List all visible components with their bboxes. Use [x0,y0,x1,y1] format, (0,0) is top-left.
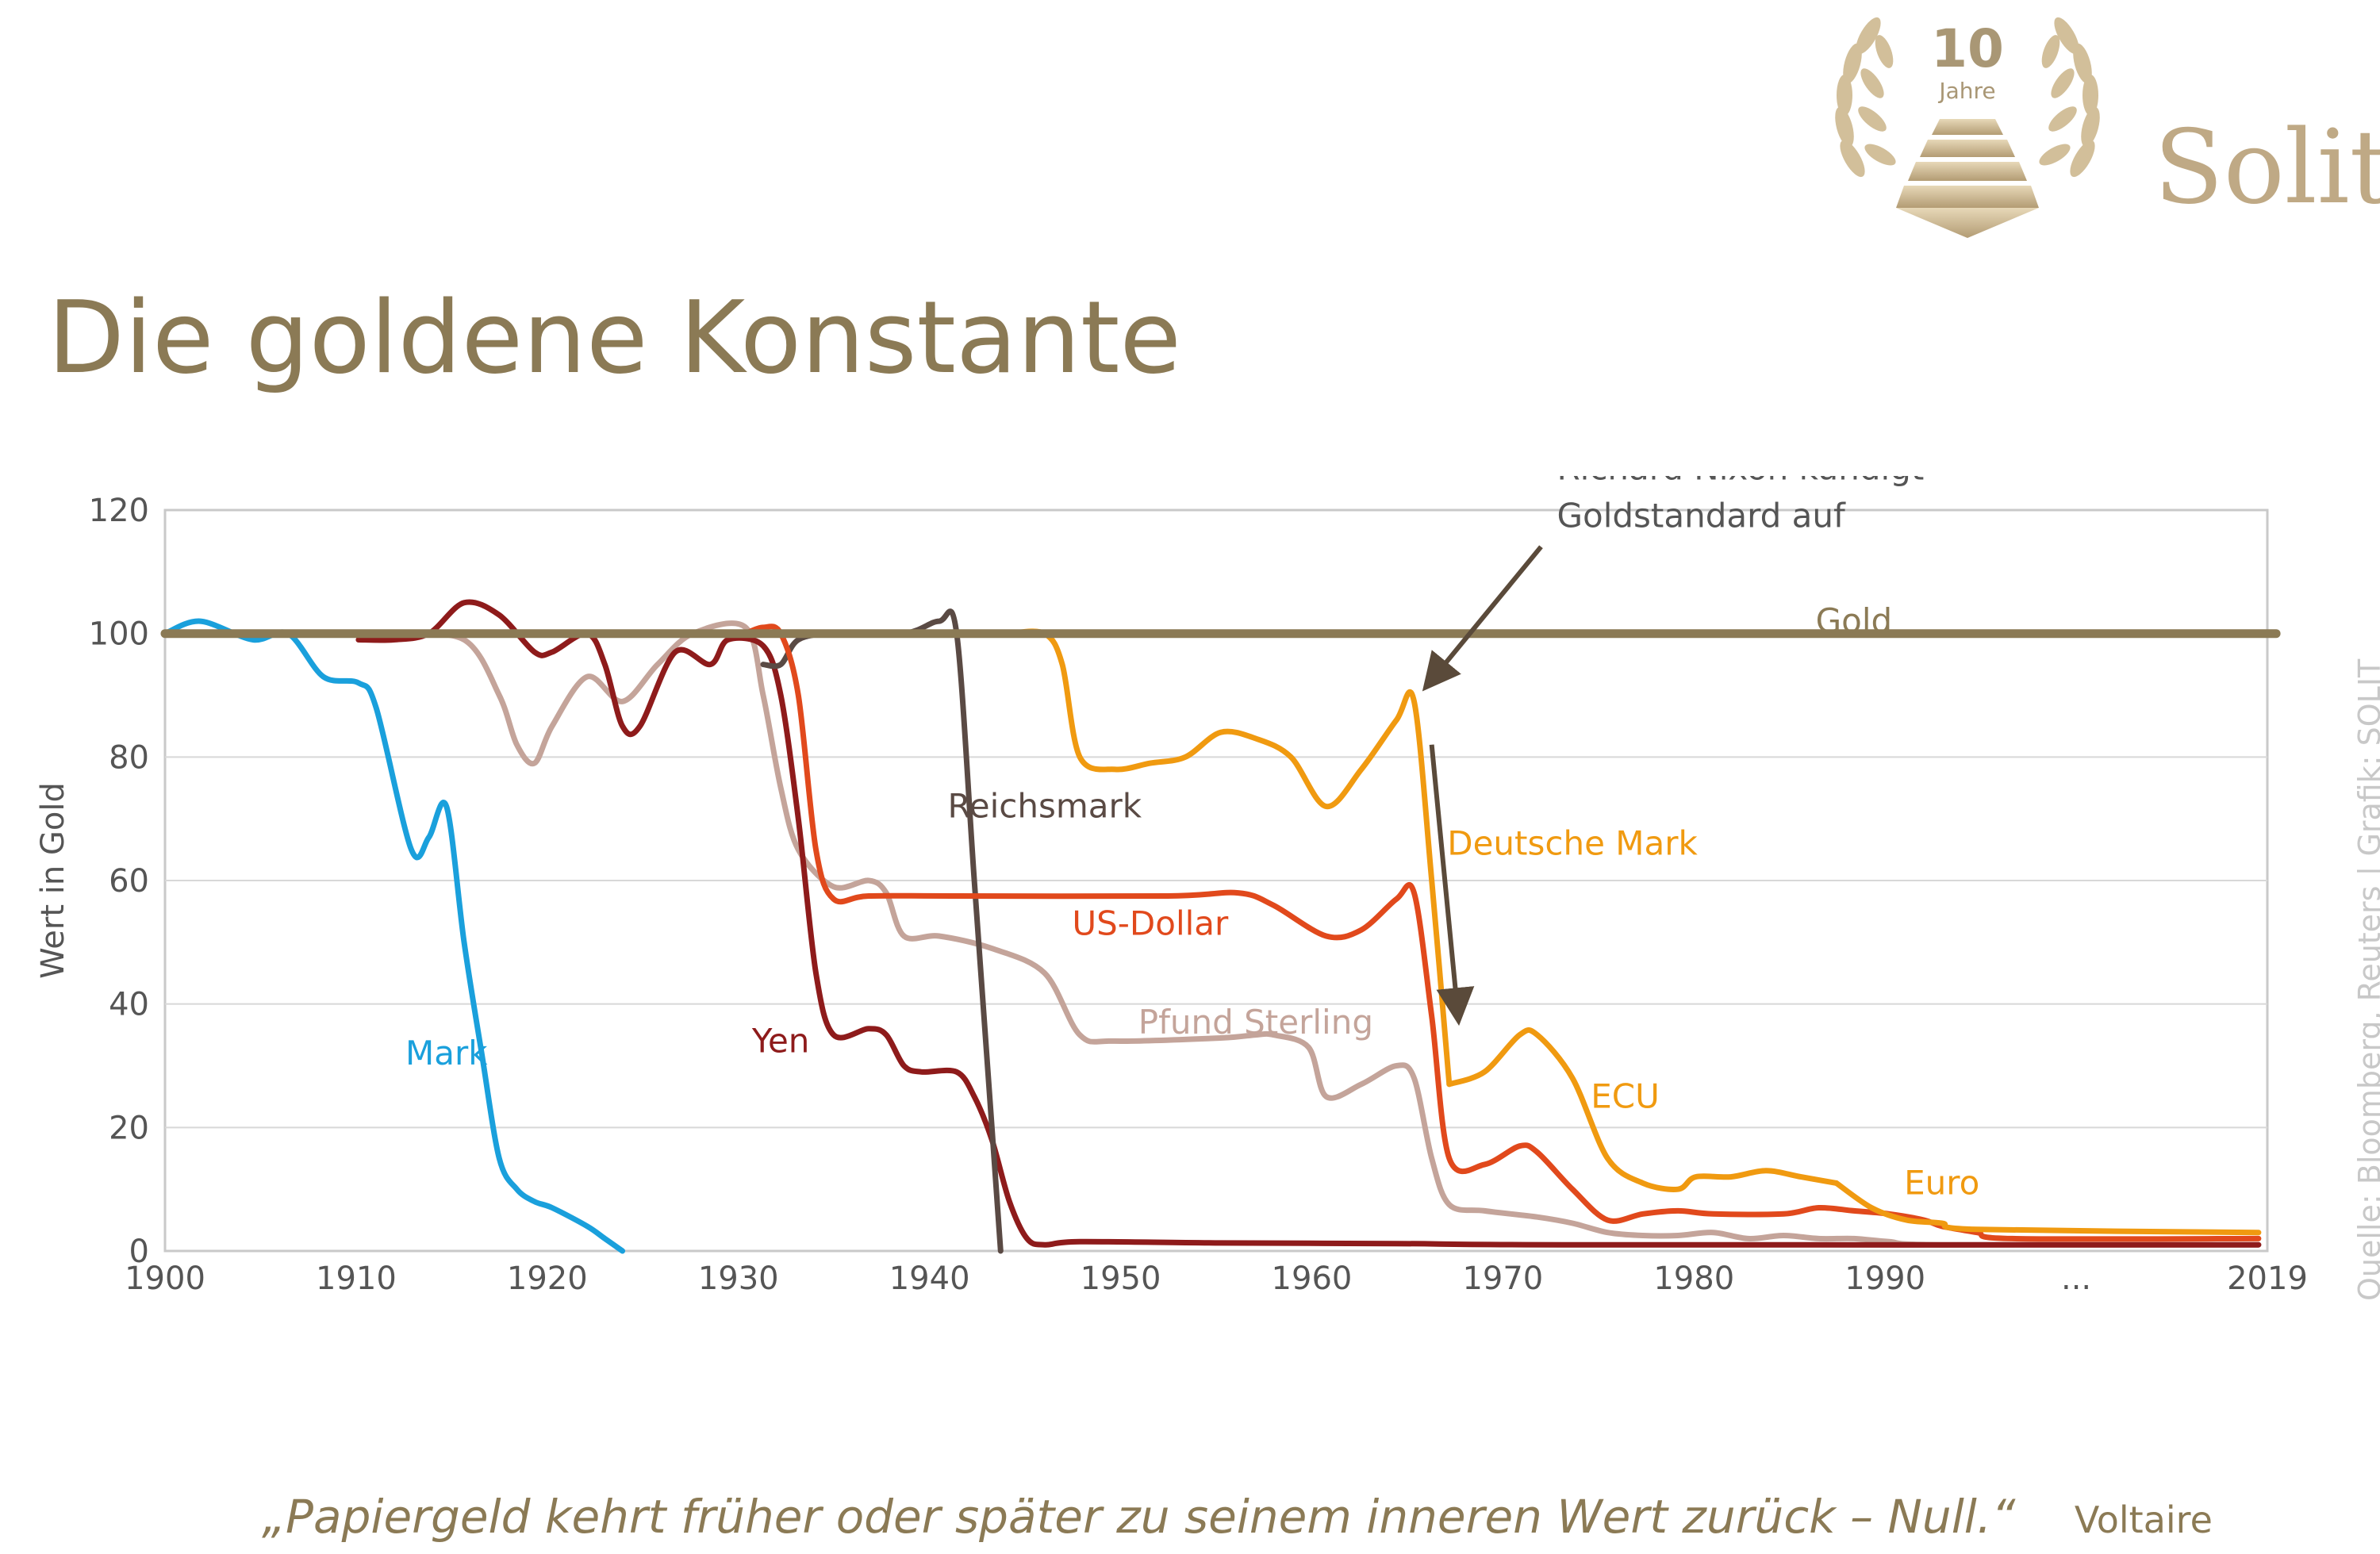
series-label-pfund-sterling: Pfund Sterling [1138,1003,1373,1042]
series-label-euro: Euro [1904,1163,1979,1202]
series-line-deutsche-mark [1006,628,1453,1088]
logo-caption: Jahre [1937,78,1995,104]
gold-value-chart: 0 20 40 60 80 100 120 1900 1910 1920 1930 1940 1950 1… [35,476,2308,1297]
laurel-right-icon [2039,17,2100,178]
x-tick-label: 1970 [1462,1260,1543,1297]
y-axis-label: Wert in Gold [35,782,71,979]
series-line-yen [355,599,2262,1248]
series-label-reichsmark: Reichsmark [947,787,1142,826]
series-line-mark [162,618,626,1254]
y-tick-label: 100 [89,616,149,653]
series-line-ecu [1446,1027,1840,1192]
x-tick-label: ... [2061,1260,2091,1297]
series-line-us-dollar [743,624,2262,1242]
laurel-left-icon [1835,17,1896,178]
quote-author: Voltaire [2074,1498,2213,1541]
series-label-gold: Gold [1816,601,1893,640]
x-tick-label: 1910 [316,1260,397,1297]
quote-row: „Papiergeld kehrt früher oder später zu … [262,1490,2245,1544]
decline-arrow [1429,744,1475,1026]
series-line-euro [1833,1180,2262,1236]
y-tick-label: 20 [109,1110,149,1146]
page-title: Die goldene Konstante [48,279,1181,396]
pyramid-icon [1896,119,2039,238]
x-tick-label: 1950 [1081,1260,1161,1297]
series-label-deutsche-mark: Deutsche Mark [1447,823,1698,862]
solit-logo: 10 Jahre Solit [1835,17,2380,238]
annotation-text: Richard Nixon kündigt [1557,476,1924,487]
series-label-ecu: ECU [1591,1076,1660,1115]
x-tick-label: 2019 [2227,1260,2308,1297]
x-tick-label: 1960 [1272,1260,1353,1297]
x-tick-label: 1930 [698,1260,779,1297]
x-tick-label: 1980 [1653,1260,1734,1297]
y-tick-label: 60 [109,863,149,900]
series-line-pfund-sterling [390,620,2262,1248]
x-tick-label: 1920 [507,1260,588,1297]
x-tick-label: 1900 [125,1260,205,1297]
series-line-reichsmark [760,608,1004,1254]
annotation-text: Goldstandard auf [1557,496,1846,535]
y-tick-label: 0 [129,1234,149,1270]
y-tick-label: 40 [109,987,149,1023]
annotation-arrow [1422,545,1543,692]
y-tick-label: 120 [89,493,149,529]
series-label-yen: Yen [751,1021,810,1060]
brand-name: Solit [2154,109,2380,227]
series-label-mark: Mark [405,1034,488,1072]
y-tick-label: 80 [109,739,149,776]
x-tick-label: 1940 [889,1260,970,1297]
logo-number: 10 [1931,18,2004,79]
source-note: Quelle: Bloomberg, Reuters | Grafik: SOL… [2352,658,2380,1301]
quote-text: „Papiergeld kehrt früher oder später zu … [262,1490,2016,1544]
series-label-us-dollar: US-Dollar [1072,904,1229,942]
x-tick-label: 1990 [1844,1260,1925,1297]
